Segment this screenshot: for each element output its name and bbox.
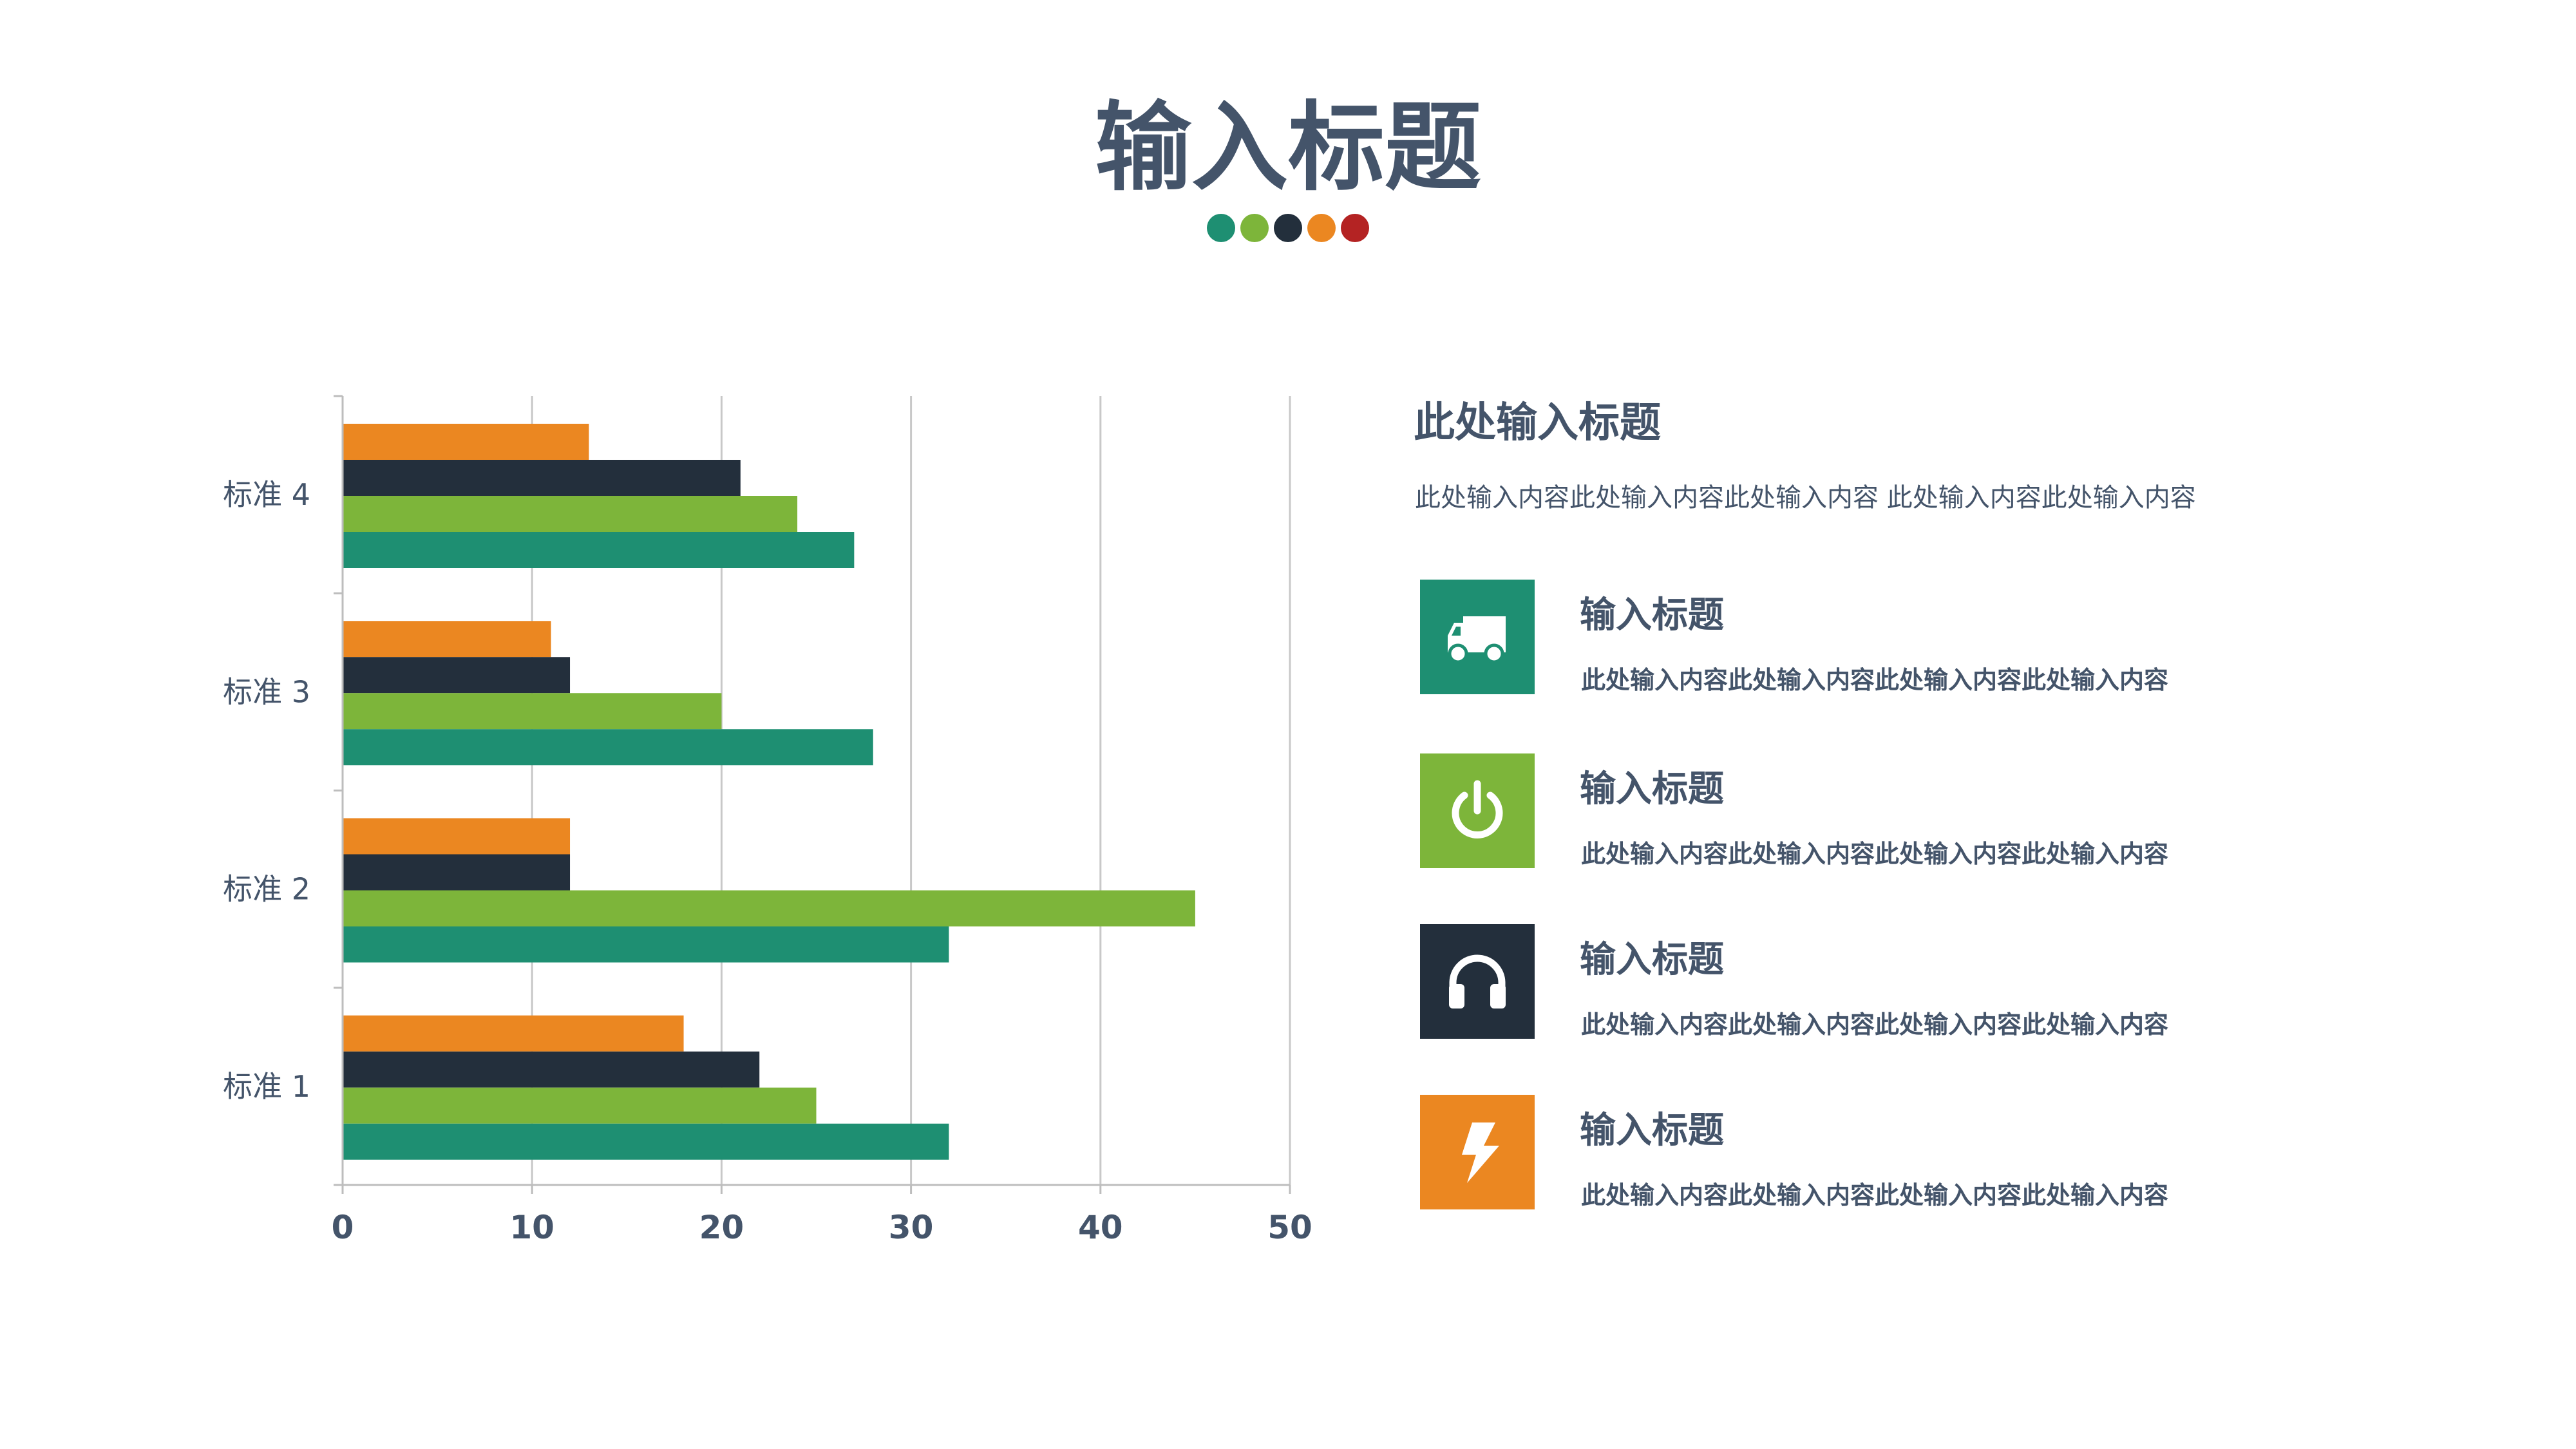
bar-series1-cat3 xyxy=(343,729,873,766)
lightning-icon xyxy=(1462,1122,1499,1183)
truck-icon xyxy=(1448,616,1506,664)
feature-text-4: 此处输入内容此处输入内容此处输入内容此处输入内容 xyxy=(1581,1181,2169,1209)
y-tick-label: 标准 1 xyxy=(223,1069,310,1104)
bar-series3-cat3 xyxy=(343,657,571,694)
panel-description: 此处输入内容此处输入内容此处输入内容 此处输入内容此处输入内容 xyxy=(1415,483,2196,513)
feature-icon-box-4 xyxy=(1420,1095,1535,1209)
x-tick-label: 50 xyxy=(1267,1209,1312,1246)
feature-item-3: 输入标题 此处输入内容此处输入内容此处输入内容此处输入内容 xyxy=(1420,924,2386,1040)
x-tick-label: 10 xyxy=(509,1209,554,1246)
y-tick-label: 标准 2 xyxy=(223,872,310,907)
feature-text-2: 此处输入内容此处输入内容此处输入内容此处输入内容 xyxy=(1581,840,2169,868)
x-tick-label: 0 xyxy=(332,1209,354,1246)
dot-orange xyxy=(1307,214,1336,242)
bar-series2-cat1 xyxy=(343,1087,817,1124)
y-tick-label: 标准 3 xyxy=(223,674,310,709)
feature-title-4: 输入标题 xyxy=(1580,1110,1724,1151)
feature-text-1: 此处输入内容此处输入内容此处输入内容此处输入内容 xyxy=(1581,666,2169,694)
feature-item-1: 输入标题 此处输入内容此处输入内容此处输入内容此处输入内容 xyxy=(1420,580,2386,696)
feature-icon-box-3 xyxy=(1420,924,1535,1039)
page-title: 输入标题 xyxy=(1094,92,1481,204)
power-icon xyxy=(1452,780,1503,838)
headphones-icon xyxy=(1449,954,1506,1009)
panel-title: 此处输入标题 xyxy=(1414,399,1661,447)
bar-series3-cat4 xyxy=(343,460,741,496)
dot-green xyxy=(1207,214,1235,242)
feature-icon-box-2 xyxy=(1420,753,1535,868)
bar-series3-cat1 xyxy=(343,1051,760,1088)
dot-lime xyxy=(1240,214,1269,242)
y-tick-label: 标准 4 xyxy=(223,477,310,512)
bar-series1-cat1 xyxy=(343,1123,949,1160)
x-tick-label: 40 xyxy=(1078,1209,1123,1246)
feature-title-1: 输入标题 xyxy=(1580,594,1724,636)
bar-series4-cat4 xyxy=(343,424,589,460)
color-dots xyxy=(0,214,2576,242)
feature-item-2: 输入标题 此处输入内容此处输入内容此处输入内容此处输入内容 xyxy=(1420,753,2386,869)
x-tick-label: 30 xyxy=(889,1209,934,1246)
feature-text-3: 此处输入内容此处输入内容此处输入内容此处输入内容 xyxy=(1581,1010,2169,1039)
feature-title-2: 输入标题 xyxy=(1580,768,1724,810)
feature-icon-box-1 xyxy=(1420,580,1535,694)
x-tick-label: 20 xyxy=(699,1209,744,1246)
dot-red xyxy=(1341,214,1369,242)
dot-navy xyxy=(1274,214,1302,242)
bar-series1-cat4 xyxy=(343,532,855,568)
bar-series2-cat3 xyxy=(343,693,722,730)
bar-series2-cat2 xyxy=(343,890,1195,927)
feature-title-3: 输入标题 xyxy=(1580,939,1724,981)
bar-series3-cat2 xyxy=(343,854,571,891)
bar-series2-cat4 xyxy=(343,496,798,532)
bar-series4-cat2 xyxy=(343,818,571,855)
bar-series4-cat3 xyxy=(343,621,551,658)
feature-item-4: 输入标题 此处输入内容此处输入内容此处输入内容此处输入内容 xyxy=(1420,1095,2386,1211)
bar-series4-cat1 xyxy=(343,1015,684,1052)
bar-series1-cat2 xyxy=(343,926,949,963)
